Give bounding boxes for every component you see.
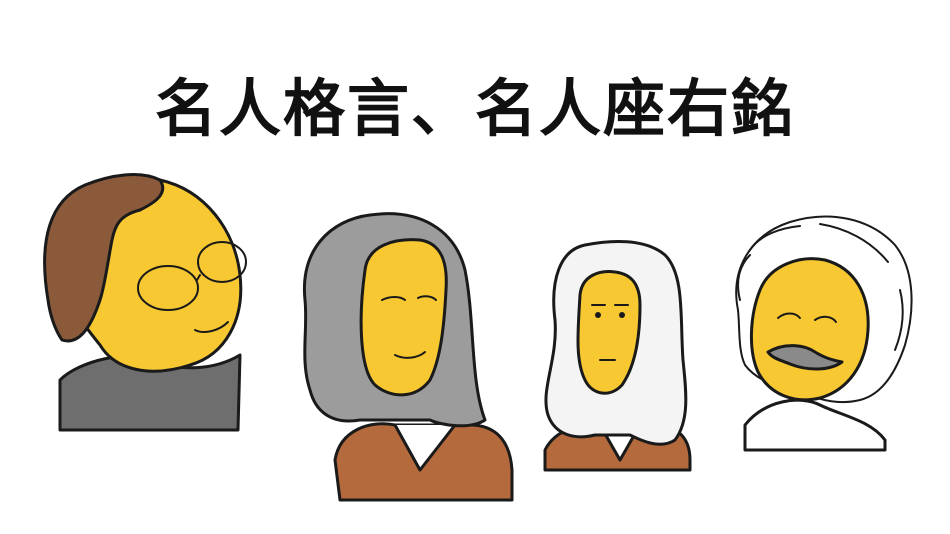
portrait-newton-icon	[302, 212, 514, 502]
portrait-glasses-man-icon	[43, 173, 247, 432]
portrait-einstein-icon	[735, 215, 913, 452]
portrait-wigged-judge-icon	[543, 239, 692, 472]
page-title: 名人格言、名人座右銘	[154, 72, 795, 145]
